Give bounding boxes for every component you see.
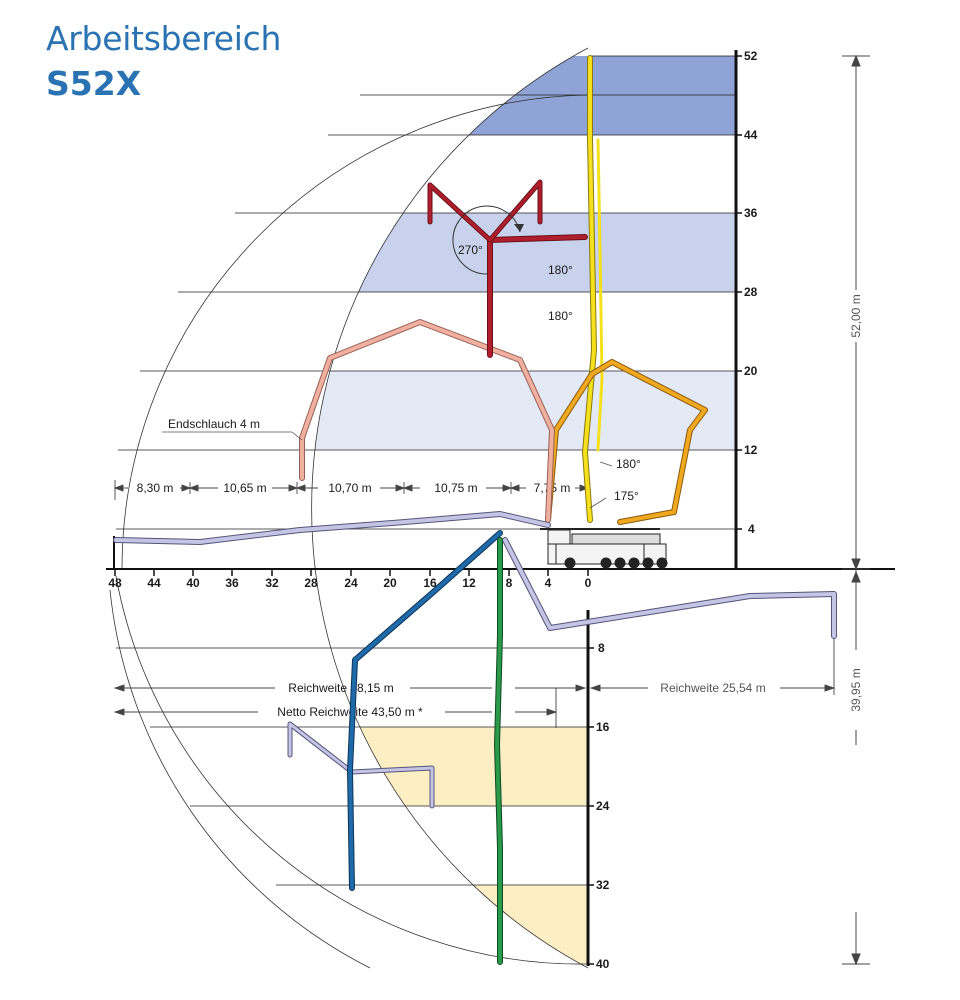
band-middle-right xyxy=(588,371,736,450)
reach-dimensions xyxy=(113,600,836,728)
boom-yellow xyxy=(582,55,604,523)
tick-x-16: 16 xyxy=(423,576,437,590)
vertical-ticks-upper: 52 44 36 28 20 12 4 xyxy=(736,49,758,536)
tick-x-36: 36 xyxy=(225,576,239,590)
page-title: Arbeitsbereich S52X xyxy=(46,22,281,100)
segment-dimension xyxy=(113,480,590,500)
boom-salmon xyxy=(299,319,555,523)
tick-x-44: 44 xyxy=(147,576,161,590)
horizontal-ticks: 48 44 40 36 32 28 24 20 16 12 8 4 0 xyxy=(108,569,592,590)
tick-y-28: 28 xyxy=(744,285,758,299)
reach-below-label: Reichweite 25,54 m xyxy=(660,681,765,695)
segment-4-label: 10,75 m xyxy=(434,481,477,495)
band-upper-right xyxy=(588,213,736,292)
annotation-leaders xyxy=(162,431,613,509)
height-dimension xyxy=(842,54,870,966)
tick-x-28: 28 xyxy=(304,576,318,590)
depth-label: 39,95 m xyxy=(849,668,863,711)
band-underground-2 xyxy=(311,885,588,964)
tick-x-40: 40 xyxy=(186,576,200,590)
reach-arcs xyxy=(109,47,589,969)
boom-red xyxy=(427,179,588,358)
segment-3-label: 10,70 m xyxy=(328,481,371,495)
tick-y-40-below: 40 xyxy=(596,957,610,971)
segment-2-label: 10,65 m xyxy=(223,481,266,495)
tick-y-20: 20 xyxy=(744,364,758,378)
tick-y-44: 44 xyxy=(744,128,758,142)
tick-x-48: 48 xyxy=(108,576,122,590)
tick-x-32: 32 xyxy=(265,576,279,590)
boom-green xyxy=(494,537,503,965)
rotation-arc-270 xyxy=(452,205,521,275)
angle-270-label: 270° xyxy=(458,243,483,257)
tick-y-32-below: 32 xyxy=(596,878,610,892)
vertical-ticks-lower: 8 16 24 32 40 xyxy=(588,641,610,971)
angle-180-c-label: 180° xyxy=(616,457,641,471)
tick-y-52: 52 xyxy=(744,49,758,63)
segment-1-label: 8,30 m xyxy=(137,481,174,495)
tick-y-36: 36 xyxy=(744,206,758,220)
height-label: 52,00 m xyxy=(849,294,863,337)
title-line-1: Arbeitsbereich xyxy=(46,19,282,58)
tick-y-4: 4 xyxy=(748,522,755,536)
angle-175-label: 175° xyxy=(614,489,639,503)
tick-y-12: 12 xyxy=(744,443,758,457)
tick-x-20: 20 xyxy=(383,576,397,590)
tick-x-12: 12 xyxy=(462,576,476,590)
rotation-arrow xyxy=(514,224,524,232)
band-top-right xyxy=(588,56,736,135)
tick-x-24: 24 xyxy=(344,576,358,590)
boom-orange xyxy=(545,359,708,525)
tick-y-16-below: 16 xyxy=(596,720,610,734)
angle-180-a-label: 180° xyxy=(548,263,573,277)
angle-180-b-label: 180° xyxy=(548,309,573,323)
tick-y-8-below: 8 xyxy=(598,641,605,655)
truck-icon xyxy=(540,528,668,569)
boom-blue xyxy=(347,530,503,891)
tick-x-4: 4 xyxy=(545,576,552,590)
tick-x-8: 8 xyxy=(506,576,513,590)
tick-y-24-below: 24 xyxy=(596,799,610,813)
tick-x-0: 0 xyxy=(585,576,592,590)
end-hose-label: Endschlauch 4 m xyxy=(168,417,260,431)
reach-total-label: Reichweite 48,15 m xyxy=(288,681,393,695)
title-model: S52X xyxy=(46,64,142,103)
